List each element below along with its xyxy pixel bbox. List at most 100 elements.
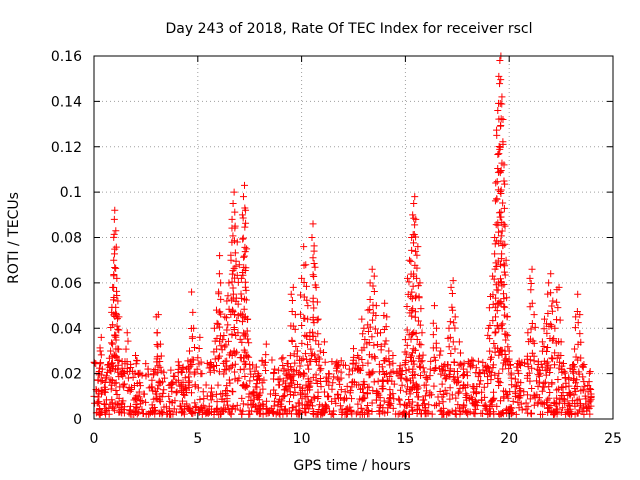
data-point [379, 368, 387, 376]
data-point [448, 290, 456, 298]
data-point [288, 379, 296, 387]
data-point [577, 354, 585, 362]
data-point [389, 404, 397, 412]
data-point [110, 283, 118, 291]
data-point [547, 270, 555, 278]
data-point [373, 389, 381, 397]
data-point [438, 380, 446, 388]
data-point [402, 375, 410, 383]
data-point [428, 391, 436, 399]
data-point [298, 395, 306, 403]
data-point [178, 409, 186, 417]
data-point [576, 330, 584, 338]
data-point [333, 358, 341, 366]
x-tick-label: 25 [604, 431, 622, 447]
data-point [314, 330, 322, 338]
data-point [111, 263, 119, 271]
data-point [370, 272, 378, 280]
data-point [136, 379, 144, 387]
data-point [304, 341, 312, 349]
data-point [513, 382, 521, 390]
data-point [101, 379, 109, 387]
data-point [245, 353, 253, 361]
data-point [228, 296, 236, 304]
data-point [322, 373, 330, 381]
data-point [169, 372, 177, 380]
data-point [233, 238, 241, 246]
data-point [359, 361, 367, 369]
data-point [393, 368, 401, 376]
data-point [298, 274, 306, 282]
data-point [439, 404, 447, 412]
data-point [474, 373, 482, 381]
data-point [416, 363, 424, 371]
data-point [400, 408, 408, 416]
data-point [429, 319, 437, 327]
data-point [489, 272, 497, 280]
data-point [156, 396, 164, 404]
data-point [313, 380, 321, 388]
data-point [289, 283, 297, 291]
data-point [169, 410, 177, 418]
data-points [90, 52, 595, 418]
data-point [409, 372, 417, 380]
data-point [492, 221, 500, 229]
data-point [337, 374, 345, 382]
data-point [580, 410, 588, 418]
data-point [254, 370, 262, 378]
axis-ticks: 0 5 10 15 20 25 0 0.02 0.04 0.06 0.08 0.1 0.12 0.14 0.… [51, 49, 622, 447]
data-point [354, 400, 362, 408]
data-point [214, 354, 222, 362]
data-point [544, 358, 552, 366]
data-point [288, 338, 296, 346]
data-point [415, 294, 423, 302]
data-point [193, 365, 201, 373]
data-point [287, 363, 295, 371]
data-point [449, 306, 457, 314]
data-point [496, 168, 504, 176]
data-point [237, 290, 245, 298]
data-point [231, 208, 239, 216]
data-point [581, 392, 589, 400]
data-point [508, 404, 516, 412]
data-point [282, 382, 290, 390]
data-point [543, 348, 551, 356]
data-point [122, 345, 130, 353]
data-point [238, 318, 246, 326]
data-point [566, 391, 574, 399]
data-point [111, 206, 119, 214]
data-point [451, 345, 459, 353]
data-point [224, 337, 232, 345]
data-point [486, 403, 494, 411]
data-point [196, 333, 204, 341]
data-point [499, 116, 507, 124]
data-point [291, 384, 299, 392]
data-point [389, 359, 397, 367]
data-point [110, 256, 118, 264]
data-point [300, 261, 308, 269]
data-point [419, 364, 427, 372]
data-point [305, 365, 313, 373]
data-point [454, 378, 462, 386]
data-point [146, 409, 154, 417]
data-point [112, 243, 120, 251]
data-point [119, 372, 127, 380]
data-point [463, 391, 471, 399]
data-point [238, 410, 246, 418]
data-point [373, 329, 381, 337]
data-point [527, 325, 535, 333]
data-point [239, 235, 247, 243]
data-point [586, 397, 594, 405]
data-point [97, 359, 105, 367]
data-point [188, 333, 196, 341]
data-point [497, 76, 505, 84]
data-point [372, 302, 380, 310]
data-point [491, 250, 499, 258]
data-point [366, 306, 374, 314]
data-point [413, 335, 421, 343]
data-point [523, 391, 531, 399]
data-point [486, 321, 494, 329]
data-point [577, 387, 585, 395]
data-point [441, 367, 449, 375]
data-point [172, 389, 180, 397]
